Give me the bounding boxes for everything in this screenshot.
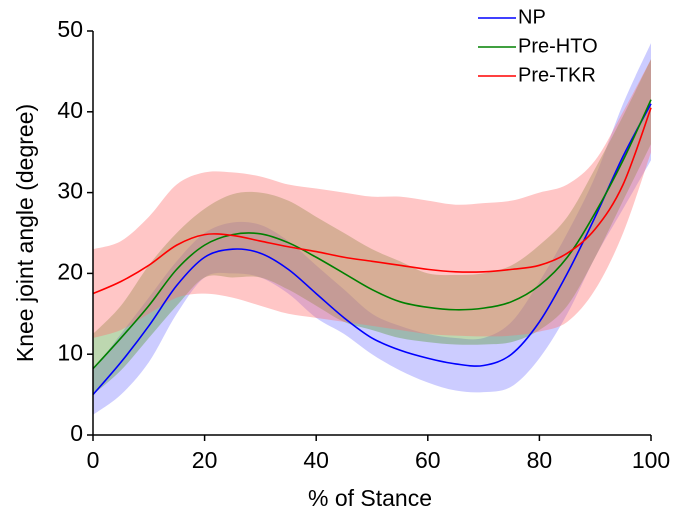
y-axis-label: Knee joint angle (degree): [12, 104, 38, 362]
legend-label: Pre-TKR: [518, 64, 596, 86]
error-band: [93, 43, 651, 415]
y-tick-label: 10: [57, 339, 83, 365]
series-line: [92, 99, 652, 370]
x-tick-label: 0: [87, 447, 100, 473]
legend-label: Pre-HTO: [518, 35, 598, 57]
y-tick-label: 20: [57, 258, 83, 284]
error-band: [93, 59, 651, 339]
x-axis-label: % of Stance: [308, 485, 432, 511]
y-tick-label: 40: [57, 97, 83, 123]
x-tick-label: 80: [527, 447, 553, 473]
error-band: [93, 59, 651, 395]
x-tick-label: 100: [632, 447, 670, 473]
series-line: [92, 103, 652, 396]
x-tick-label: 40: [303, 447, 329, 473]
y-tick-label: 30: [57, 178, 83, 204]
y-tick-label: 0: [70, 420, 83, 446]
legend-label: NP: [518, 6, 546, 28]
series-line: [92, 107, 652, 295]
x-tick-label: 20: [192, 447, 218, 473]
y-tick-label: 50: [57, 16, 83, 42]
x-tick-label: 60: [415, 447, 441, 473]
